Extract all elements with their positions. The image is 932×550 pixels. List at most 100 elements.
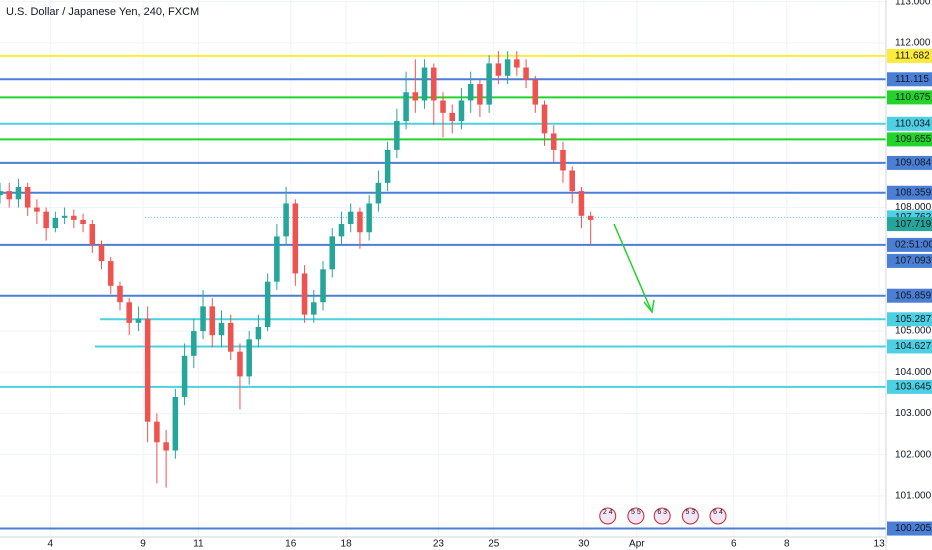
x-tick-label: 13 (874, 539, 886, 550)
axes: 113.000 112.000 108.000 105.000 104.000 103.0… (48, 0, 932, 550)
levels (0, 54, 886, 530)
candle-body (163, 442, 169, 451)
candle-body (532, 79, 539, 105)
candle-body (191, 331, 197, 356)
candle-body (587, 215, 594, 220)
candle-body (89, 224, 96, 245)
candle-body (61, 215, 68, 218)
chart-title: U.S. Dollar / Japanese Yen, 240, FXCM (6, 6, 199, 18)
candles (0, 51, 594, 488)
candle-body (144, 318, 151, 422)
price-label (887, 253, 932, 268)
price-label (887, 379, 932, 394)
candle-body (292, 203, 299, 274)
event-icon (653, 507, 671, 525)
price-label-text: 107.093 (895, 256, 932, 267)
price-label (887, 339, 932, 354)
price-label-text: 105.287 (895, 314, 932, 325)
price-label (887, 72, 932, 87)
candle-body (24, 186, 31, 208)
price-label (887, 237, 932, 252)
candle-body (384, 149, 391, 183)
event-label: 2 4 (603, 509, 613, 516)
candle-body (541, 104, 548, 134)
price-label-text: 109.084 (895, 158, 932, 169)
candle-body (347, 211, 354, 225)
price-label-text: 111.682 (895, 51, 930, 62)
event-label: 6 3 (657, 509, 667, 516)
y-tick-label: 113.000 (895, 0, 931, 7)
candle-body (264, 281, 271, 327)
price-label (887, 90, 932, 105)
candle-body (52, 217, 59, 229)
candle-body (274, 236, 280, 282)
candle-body (117, 285, 123, 303)
candle-body (320, 269, 326, 303)
candle-body (135, 318, 142, 323)
candle-body (227, 322, 234, 352)
price-label-text: 110.675 (895, 92, 931, 103)
candle-body (246, 339, 252, 377)
x-tick-label: 11 (193, 539, 204, 550)
price-label (887, 288, 932, 303)
x-tick-label: Apr (629, 539, 645, 550)
candle-body (98, 244, 105, 262)
candle-body (569, 170, 575, 192)
candle-body (514, 59, 520, 68)
price-label-text: 107.719 (895, 219, 932, 230)
price-label-text: 104.627 (895, 341, 932, 352)
candle-body (209, 306, 216, 336)
candle-body (440, 100, 446, 113)
y-tick-label: 108.000 (895, 202, 932, 213)
candle-body (375, 182, 382, 204)
candle-body (523, 67, 529, 80)
candle-body (467, 84, 474, 101)
price-label (887, 132, 932, 147)
candle-body (200, 306, 206, 332)
price-label-text: 103.645 (895, 382, 932, 393)
candle-body (431, 67, 437, 101)
candle-body (357, 211, 363, 233)
price-label (887, 217, 932, 232)
candle-body (255, 326, 262, 340)
candle-body (172, 396, 179, 451)
candle-body (412, 92, 419, 101)
candle-body (394, 121, 400, 150)
x-tick-label: 4 (48, 539, 54, 550)
price-label (887, 116, 932, 131)
y-tick-label: 105.000 (895, 326, 932, 337)
arrow-head (643, 299, 655, 314)
candle-body (449, 112, 455, 122)
x-tick-label: 23 (433, 539, 445, 550)
price-label-text: 111.115 (895, 74, 929, 85)
candle-body (403, 92, 409, 122)
event-icon (681, 507, 699, 525)
price-label-text: 02:51:00 (895, 240, 932, 251)
event-icon (599, 507, 617, 525)
candle-body (218, 322, 225, 336)
price-label-text: 109.655 (895, 134, 932, 145)
candle-body (311, 302, 317, 315)
candle-body (237, 351, 243, 377)
candle-body (458, 100, 465, 122)
candle-body (301, 273, 308, 315)
price-label (887, 155, 932, 170)
event-label: 5 3 (685, 509, 695, 516)
y-tick-label: 103.000 (895, 408, 932, 419)
x-tick-label: 18 (341, 539, 353, 550)
candle-body (504, 59, 511, 76)
candle-body (154, 421, 160, 443)
candle-body (338, 224, 345, 237)
candle-body (329, 236, 336, 270)
price-label-text: 110.034 (895, 118, 931, 129)
candle-body (495, 63, 502, 76)
y-tick-label: 104.000 (895, 367, 932, 378)
candle-body (43, 211, 49, 229)
price-label-text: 108.359 (895, 187, 932, 198)
x-tick-label: 25 (488, 539, 500, 550)
x-tick-label: 9 (140, 539, 146, 550)
x-tick-label: 16 (285, 539, 297, 550)
candle-body (283, 203, 289, 237)
candle-body (550, 133, 557, 150)
